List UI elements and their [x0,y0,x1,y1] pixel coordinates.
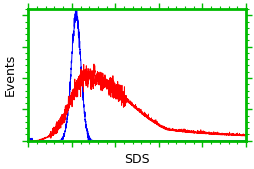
Y-axis label: Events: Events [4,54,17,96]
X-axis label: SDS: SDS [124,153,149,165]
